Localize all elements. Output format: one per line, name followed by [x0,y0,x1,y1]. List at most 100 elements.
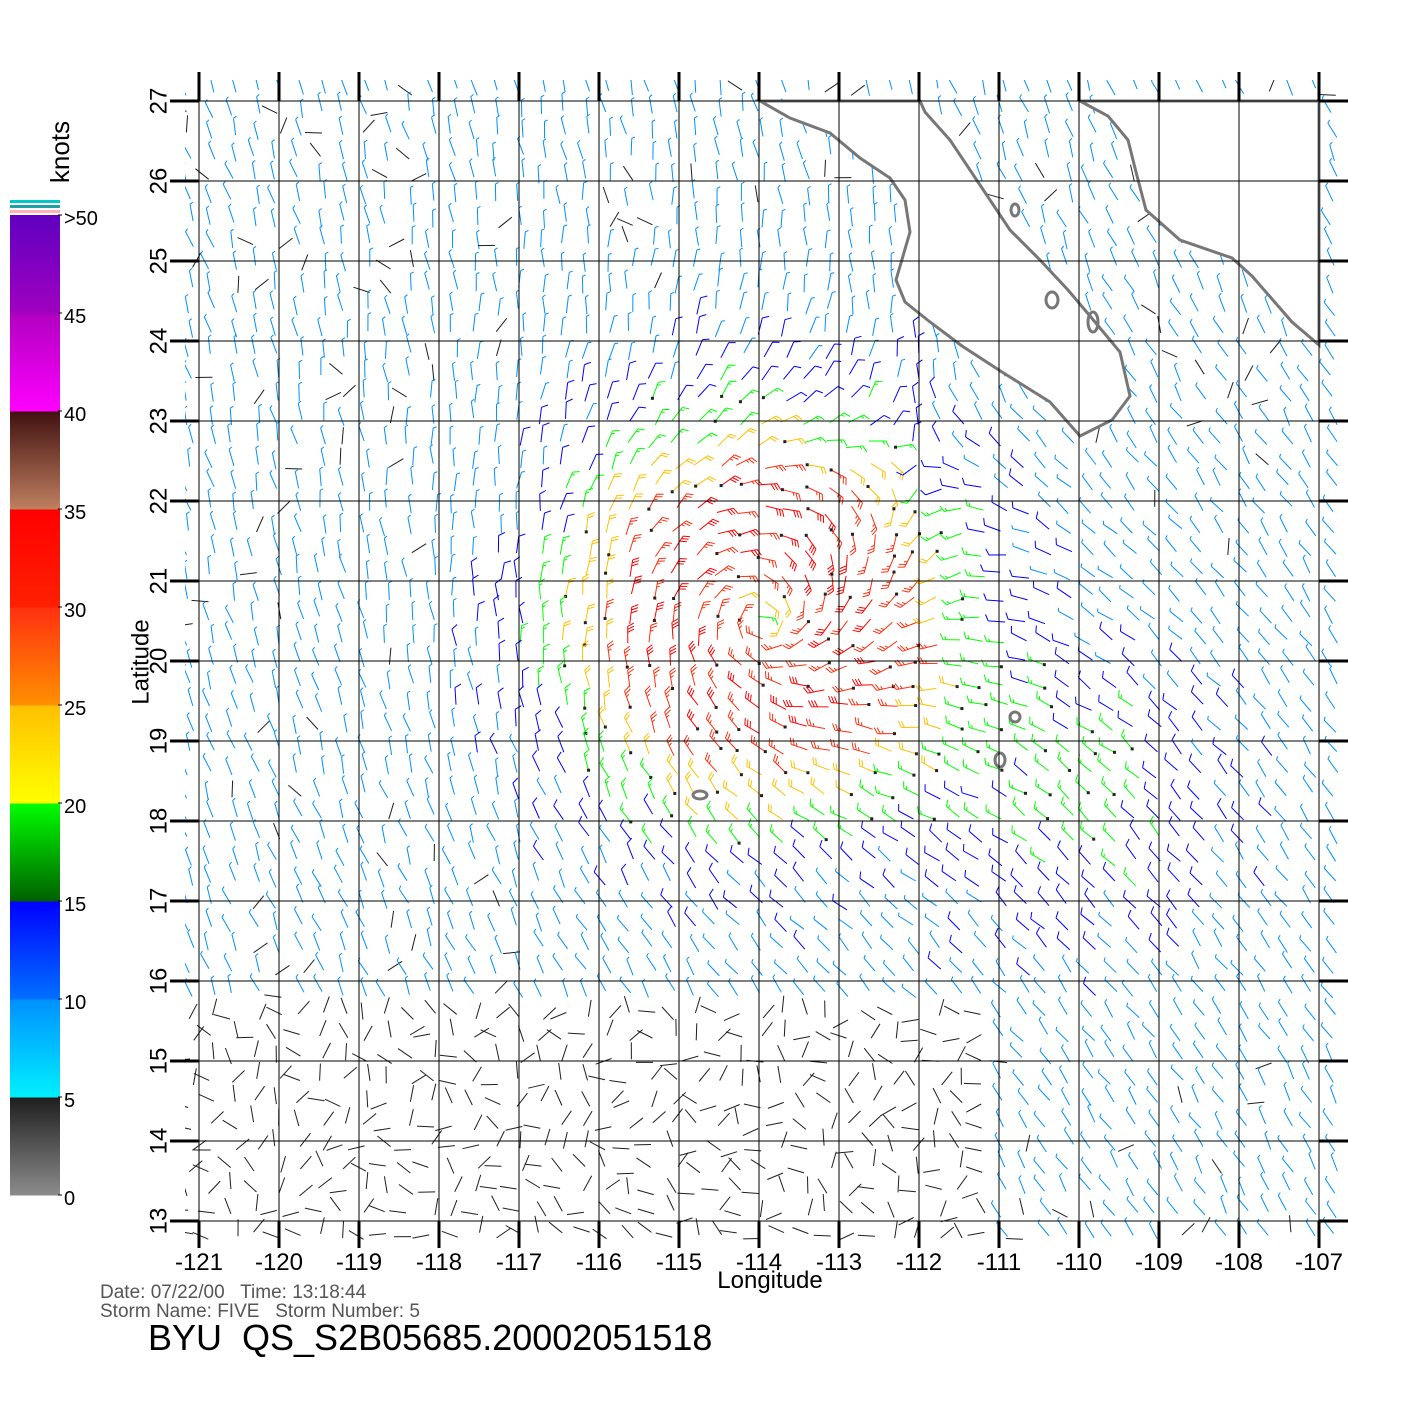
wind-barb [827,202,830,221]
wind-barb [889,226,892,245]
wind-barb [624,712,632,733]
wind-barb [618,937,629,953]
rain-flag [849,596,852,599]
wind-barb [515,799,518,818]
wind-barb [406,407,411,425]
wind-barb [959,123,970,136]
wind-barb [654,602,664,621]
wind-barb [496,711,499,730]
wind-barb [940,506,961,512]
wind-barb [1191,976,1203,992]
wind-barb [595,1127,612,1131]
wind-barb [722,1158,732,1172]
wind-barb [852,336,862,355]
wind-barb [1119,690,1133,706]
wind-barb [1019,186,1027,204]
wind-barb [811,741,830,750]
wind-barb [189,268,192,287]
wind-barb [450,292,453,311]
wind-barb [600,845,606,863]
wind-barb [742,92,745,111]
wind-barb [501,514,504,533]
wind-barb [883,868,895,887]
wind-barb [385,489,388,508]
wind-barb [469,841,476,859]
rain-flag [587,769,590,772]
rain-flag [893,732,896,735]
wind-barb [703,909,715,925]
wind-barb [662,931,672,948]
wind-barb [230,665,236,684]
wind-barb [585,1131,588,1148]
wind-barb [785,553,797,572]
wind-barb [1088,114,1096,132]
wind-barb [218,1157,231,1168]
rain-flag [894,446,897,449]
wind-barb [255,71,259,90]
wind-barb [520,1131,521,1148]
wind-barb [1169,585,1180,601]
wind-barb [764,342,779,357]
wind-barb [814,1235,831,1236]
wind-barb [198,1211,215,1213]
wind-barb [1189,251,1198,268]
wind-barb [1052,1209,1067,1217]
wind-barb [1261,930,1270,948]
wind-barb [561,141,567,160]
rain-flag [781,488,784,491]
wind-barb [648,363,662,378]
wind-barb [899,1190,916,1192]
wind-barb [513,754,517,773]
wind-barb [313,801,322,819]
wind-barb [234,335,237,354]
wind-barb [721,1152,737,1157]
wind-barb [1182,1223,1194,1235]
wind-barb [412,934,416,951]
wind-barb [590,475,604,491]
wind-barb [807,465,826,474]
wind-barb [1259,797,1271,815]
wind-barb [1170,608,1183,622]
wind-barb [783,639,803,649]
wind-barb [1020,1198,1024,1215]
wind-barb [648,778,655,799]
wind-barb [1211,607,1221,624]
wind-barb [986,549,1006,555]
wind-barb [1215,579,1224,596]
wind-barb [1006,651,1025,661]
rain-flag [740,483,743,486]
wind-barb [1105,798,1117,817]
rain-flag [1113,793,1116,796]
wind-barb [247,537,252,556]
wind-barb [251,1105,254,1122]
wind-barb [180,912,188,930]
wind-barb [945,756,960,771]
wind-barb [188,448,191,467]
wind-barb [649,494,664,509]
wind-barb [774,846,787,864]
wind-barb [1304,1177,1312,1195]
wind-barb [1213,737,1226,755]
wind-barb [1323,1108,1333,1125]
wind-barb [779,1176,785,1192]
wind-barb [1238,517,1249,533]
wind-barb [1194,1177,1205,1193]
wind-barb [940,573,961,580]
wind-barb [1167,670,1178,686]
wind-barb [610,1005,622,1018]
wind-barb [1300,631,1312,646]
wind-barb [1030,717,1045,732]
wind-barb [1078,644,1092,660]
wind-barb [273,533,279,552]
wind-barb [361,978,367,997]
wind-barb [718,268,723,286]
wind-barb [389,459,404,468]
wind-barb [991,915,1002,931]
wind-barb [1014,758,1027,776]
wind-barb [790,622,808,634]
wind-barb [1217,1131,1228,1147]
wind-barb [665,707,671,728]
wind-barb [533,798,540,819]
wind-barb [1302,583,1310,601]
wind-barb [1131,71,1137,89]
